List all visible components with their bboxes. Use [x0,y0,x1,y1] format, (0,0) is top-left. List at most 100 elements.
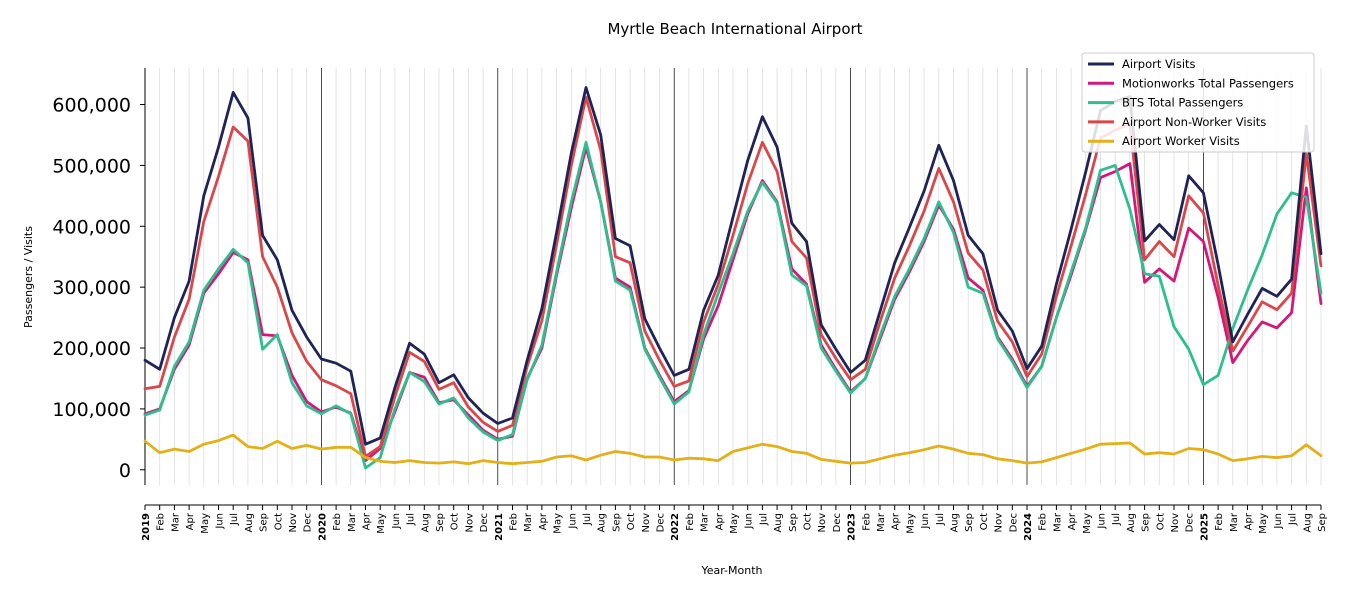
x-tick-label: Nov [464,513,475,533]
x-tick-label: May [905,513,916,534]
x-tick-label: 2021 [494,513,505,541]
x-tick-label: Jul [1288,513,1299,526]
x-tick-label: Sep [1317,513,1328,532]
y-tick-label: 0 [119,460,131,482]
x-tick-label: Dec [479,513,490,532]
x-tick-label: Mar [1052,512,1063,532]
x-tick-label: Apr [185,512,196,530]
x-tick-label: Sep [435,513,446,532]
x-tick-label: Dec [1185,513,1196,532]
x-tick-label: Aug [1126,513,1137,533]
x-tick-label: Sep [964,513,975,532]
x-tick-label: Jul [582,513,593,526]
x-tick-label: Sep [611,513,622,532]
chart-title: Myrtle Beach International Airport [607,20,862,38]
x-tick-label: May [729,513,740,534]
legend-box [1081,52,1315,153]
x-tick-label: Jun [920,513,931,530]
legend-entry: Motionworks Total Passengers [1122,76,1294,90]
x-tick-label: 2020 [317,513,328,541]
x-tick-label: Oct [803,513,814,530]
x-tick-label: May [1082,513,1093,534]
legend-entry: BTS Total Passengers [1122,96,1243,110]
x-tick-label: Jul [935,513,946,526]
x-tick-label: Aug [773,513,784,533]
x-tick-label: Apr [1067,512,1078,530]
x-tick-label: 2025 [1199,513,1210,541]
x-tick-label: Nov [994,513,1005,533]
x-tick-label: Dec [832,513,843,532]
x-tick-label: Jun [567,513,578,530]
x-tick-label: Feb [861,513,872,531]
legend-entry: Airport Non-Worker Visits [1122,115,1266,129]
legend: Airport Visits Motionworks Total Passenge… [1081,52,1315,153]
x-tick-label: Feb [1214,513,1225,531]
y-tick-label: 100,000 [52,399,131,421]
x-tick-label: May [1258,513,1269,534]
y-tick-label: 200,000 [52,338,131,360]
x-tick-label: Jul [229,513,240,526]
x-tick-label: Aug [420,513,431,533]
x-tick-label: Nov [1170,513,1181,533]
x-tick-label: May [200,513,211,534]
x-tick-label: Jun [215,513,226,530]
y-tick-label: 300,000 [52,277,131,299]
x-tick-label: 2023 [847,513,858,541]
x-tick-label: Aug [244,513,255,533]
x-tick-label: Jun [391,513,402,530]
x-tick-label: Mar [347,512,358,532]
x-tick-label: Apr [714,512,725,530]
x-tick-label: Sep [1141,513,1152,532]
x-tick-label: Nov [641,513,652,533]
x-tick-label: Apr [538,512,549,530]
x-tick-label: May [553,513,564,534]
x-tick-label: Dec [1008,513,1019,532]
x-tick-label: 2024 [1023,513,1034,541]
x-tick-label: Mar [1229,512,1240,532]
series-line [143,140,1323,470]
x-tick-label: Dec [303,513,314,532]
x-tick-label: Jun [1273,513,1284,530]
x-tick-label: Nov [288,513,299,533]
x-axis-ticks: 2019 Feb Mar Apr May Jun Jul Aug Sep Oct Nov Dec 202… [141,505,1328,541]
x-tick-label: Sep [788,513,799,532]
x-tick-label: Dec [656,513,667,532]
x-tick-label: Sep [259,513,270,532]
x-tick-label: Mar [170,512,181,532]
x-tick-label: Mar [523,512,534,532]
x-tick-label: Jul [758,513,769,526]
x-tick-label: Apr [1244,512,1255,530]
x-tick-label: Feb [156,513,167,531]
x-tick-label: Jul [1111,513,1122,526]
x-tick-label: Nov [817,513,828,533]
x-tick-label: Jul [406,513,417,526]
series-line [143,433,1323,466]
x-tick-label: Oct [273,513,284,530]
x-tick-label: Mar [700,512,711,532]
x-tick-label: Jun [1097,513,1108,530]
x-tick-label: Oct [626,513,637,530]
x-tick-label: Aug [597,513,608,533]
x-tick-label: Jun [744,513,755,530]
x-tick-label: Oct [450,513,461,530]
x-tick-label: 2019 [141,513,152,541]
x-tick-label: Feb [685,513,696,531]
legend-entry: Airport Visits [1122,57,1196,71]
x-tick-label: Aug [950,513,961,533]
y-axis-label: Passengers / Visits [22,226,35,328]
x-tick-label: Aug [1302,513,1313,533]
x-tick-label: Feb [1038,513,1049,531]
x-tick-label: 2022 [670,513,681,541]
x-tick-label: Apr [362,512,373,530]
x-tick-label: Oct [1155,513,1166,530]
x-tick-label: Feb [332,513,343,531]
y-tick-label: 400,000 [52,216,131,238]
y-tick-label: 500,000 [52,155,131,177]
x-tick-label: Oct [979,513,990,530]
x-tick-label: Feb [509,513,520,531]
x-axis-label: Year-Month [700,564,762,577]
x-tick-label: Mar [876,512,887,532]
x-tick-label: Apr [891,512,902,530]
y-tick-label: 600,000 [52,95,131,117]
